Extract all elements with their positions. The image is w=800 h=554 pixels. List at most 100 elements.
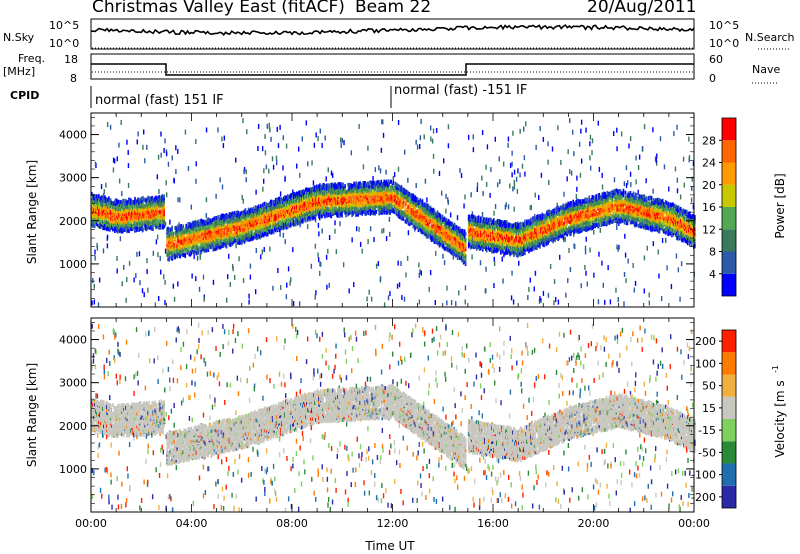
scatter-cell: [166, 180, 167, 185]
scatter-cell: [485, 267, 486, 272]
scatter-cell: [94, 299, 95, 304]
scatter-cell: [226, 298, 227, 303]
scatter-cell: [644, 255, 645, 260]
scatter-cell: [444, 260, 445, 265]
scatter-cell: [318, 223, 319, 228]
scatter-cell: [662, 238, 663, 243]
scatter-cell: [649, 300, 650, 305]
scatter-cell: [634, 288, 635, 293]
scatter-cell: [639, 155, 640, 160]
scatter-cell: [103, 248, 104, 253]
n-sky-panel: [91, 19, 790, 49]
scatter-cell: [270, 137, 271, 142]
scatter-cell: [586, 237, 587, 242]
scatter-cell: [166, 192, 167, 197]
scatter-cell: [446, 286, 447, 291]
scatter-cell: [177, 281, 178, 286]
scatter-cell: [250, 264, 251, 269]
scatter-cell: [343, 262, 344, 267]
scatter-cell: [173, 284, 174, 289]
scatter-cell: [185, 130, 186, 135]
scatter-cell: [623, 301, 624, 306]
scatter-cell: [363, 164, 364, 169]
scatter-cell: [680, 194, 681, 199]
scatter-cell: [555, 297, 556, 302]
scatter-cell: [581, 283, 582, 288]
scatter-cell: [420, 135, 421, 140]
scatter-cell: [420, 119, 421, 124]
scatter-cell: [689, 155, 690, 160]
scatter-cell: [404, 297, 405, 302]
scatter-cell: [552, 147, 553, 152]
scatter-cell: [486, 182, 487, 187]
scatter-cell: [325, 135, 326, 140]
scatter-cell: [471, 254, 472, 259]
scatter-cell: [627, 258, 628, 263]
scatter-cell: [380, 168, 381, 173]
scatter-cell: [407, 256, 408, 261]
scatter-cell: [677, 178, 678, 183]
scatter-cell: [550, 264, 551, 269]
scatter-cell: [164, 300, 165, 305]
scatter-cell: [160, 256, 161, 261]
scatter-cell: [675, 166, 676, 171]
scatter-cell: [336, 249, 337, 254]
scatter-cell: [116, 256, 117, 261]
scatter-cell: [547, 160, 548, 165]
scatter-cell: [234, 275, 235, 280]
scatter-cell: [417, 145, 418, 150]
scatter-cell: [511, 151, 512, 156]
scatter-cell: [188, 166, 189, 171]
scatter-cell: [442, 254, 443, 259]
scatter-cell: [165, 222, 166, 227]
scatter-cell: [203, 297, 204, 302]
scatter-cell: [299, 173, 300, 178]
scatter-cell: [113, 167, 114, 172]
scatter-cell: [268, 169, 269, 174]
scatter-cell: [502, 257, 503, 262]
scatter-cell: [398, 120, 399, 125]
scatter-cell: [568, 248, 569, 253]
scatter-cell: [614, 177, 615, 182]
scatter-cell: [174, 178, 175, 183]
scatter-cell: [137, 139, 138, 144]
scatter-cell: [445, 209, 446, 214]
scatter-cell: [524, 155, 525, 160]
band-cell: [156, 218, 158, 222]
scatter-cell: [272, 156, 273, 161]
band-cell: [142, 227, 144, 231]
scatter-cell: [630, 182, 631, 187]
scatter-cell: [296, 164, 297, 169]
scatter-cell: [371, 297, 372, 302]
scatter-cell: [516, 177, 517, 182]
scatter-cell: [433, 154, 434, 159]
scatter-cell: [405, 272, 406, 277]
scatter-cell: [97, 246, 98, 251]
scatter-cell: [260, 254, 261, 259]
scatter-cell: [389, 232, 390, 237]
band-cell: [163, 194, 165, 198]
scatter-cell: [560, 160, 561, 165]
scatter-cell: [430, 125, 431, 130]
scatter-cell: [683, 157, 684, 162]
scatter-cell: [315, 295, 316, 300]
scatter-cell: [539, 296, 540, 301]
scatter-cell: [580, 173, 581, 178]
band-cell: [128, 229, 130, 233]
scatter-cell: [465, 299, 466, 304]
scatter-cell: [678, 267, 679, 272]
scatter-cell: [314, 143, 315, 148]
scatter-cell: [439, 171, 440, 176]
scatter-cell: [158, 296, 159, 301]
scatter-cell: [610, 299, 611, 304]
scatter-cell: [164, 138, 165, 143]
scatter-cell: [677, 188, 678, 193]
scatter-cell: [557, 125, 558, 130]
scatter-cell: [576, 176, 577, 181]
scatter-cell: [263, 168, 264, 173]
scatter-cell: [329, 235, 330, 240]
scatter-cell: [380, 276, 381, 281]
scatter-cell: [158, 155, 159, 160]
scatter-cell: [262, 249, 263, 254]
scatter-cell: [642, 146, 643, 151]
